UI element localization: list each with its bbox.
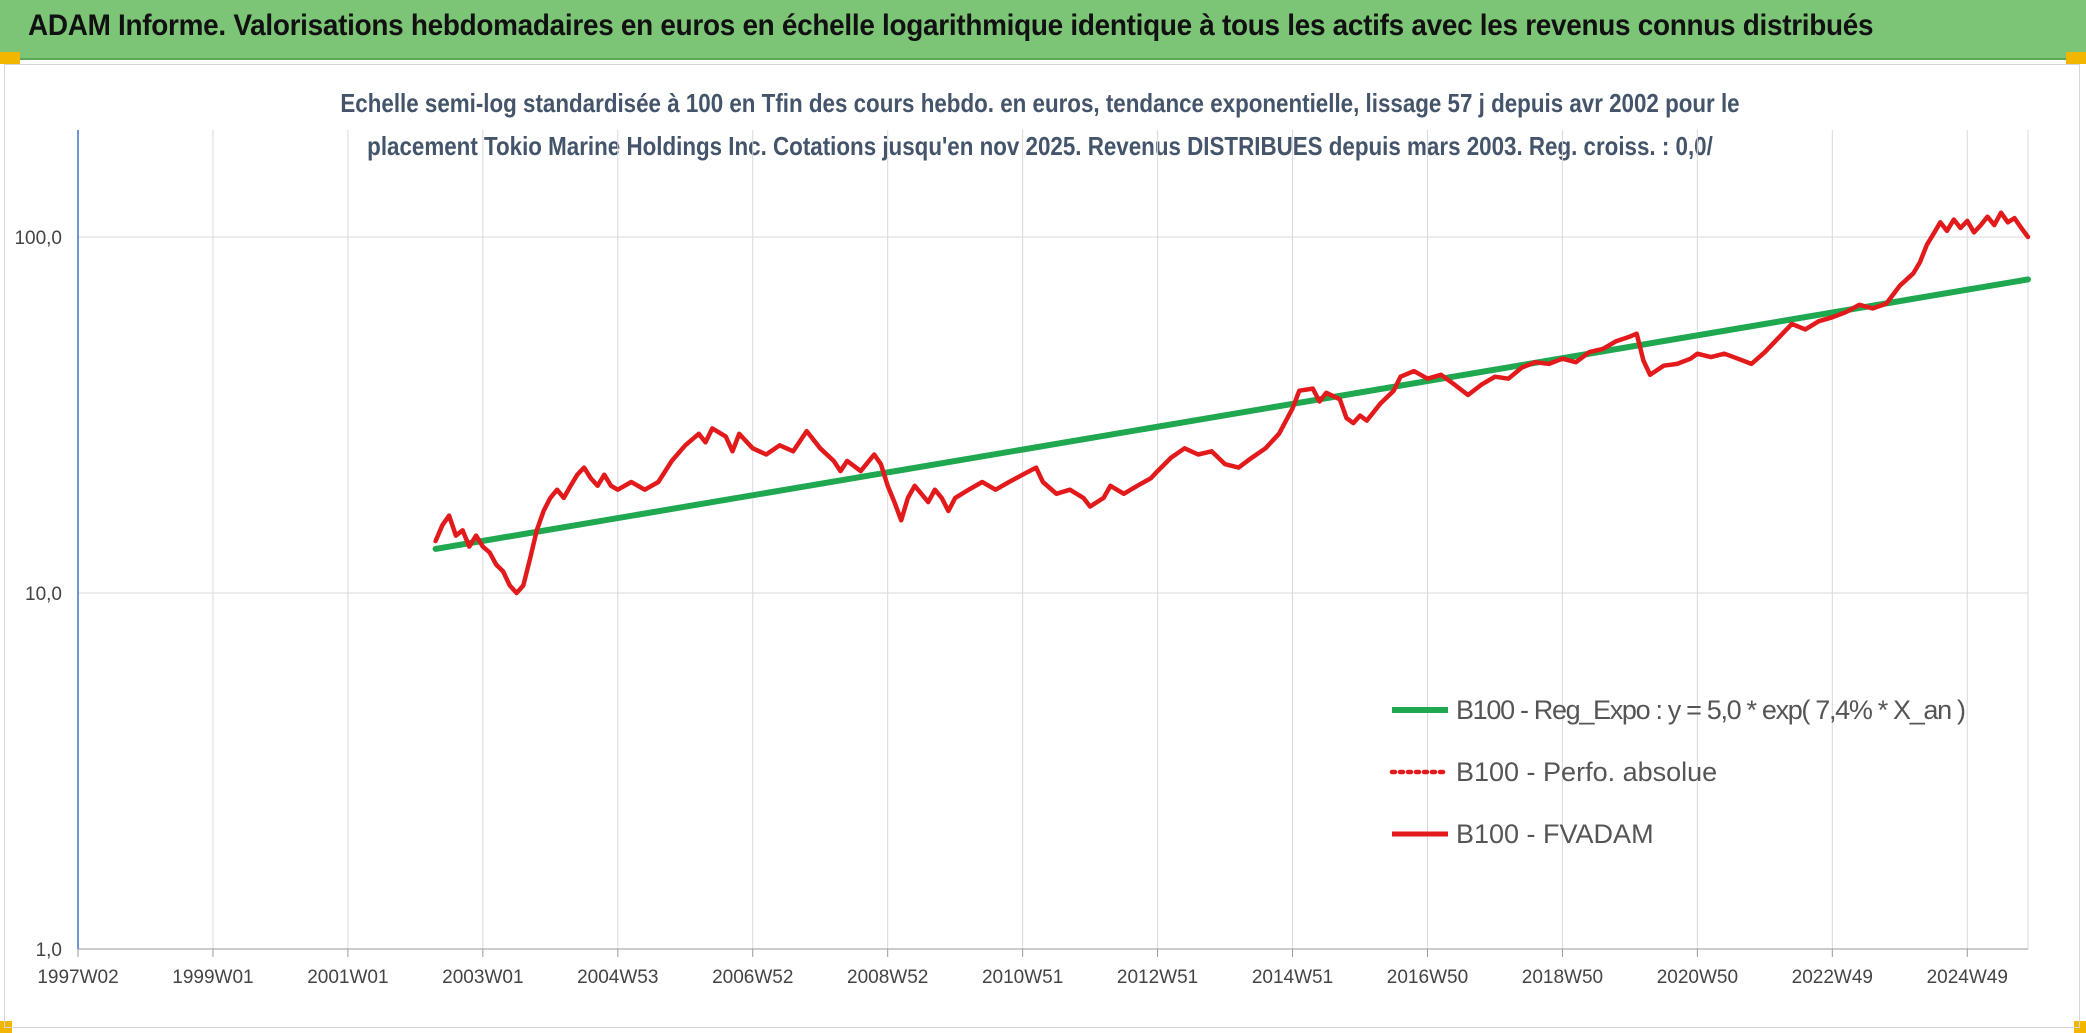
- chart-title-line-1: Echelle semi-log standardisée à 100 en T…: [340, 88, 1740, 118]
- corner-marker-bottom-right: [2074, 1021, 2086, 1033]
- x-tick-label: 2004W53: [577, 967, 658, 988]
- x-tick-label: 2018W50: [1522, 967, 1603, 988]
- chart-title-line-2: placement Tokio Marine Holdings Inc. Cot…: [367, 131, 1713, 161]
- x-tick-label: 2006W52: [712, 967, 793, 988]
- x-tick-label: 2008W52: [847, 967, 928, 988]
- legend-label-reg-expo: B100 - Reg_Expo : y = 5,0 * exp( 7,4% * …: [1456, 695, 1966, 725]
- corner-marker-top-left: [0, 52, 20, 64]
- x-tick-label: 2001W01: [307, 967, 388, 988]
- y-tick-label: 1,0: [36, 940, 62, 961]
- x-tick-label: 1999W01: [172, 967, 253, 988]
- x-tick-label: 1997W02: [37, 967, 118, 988]
- corner-marker-top-right: [2066, 52, 2086, 64]
- x-tick-label: 2024W49: [1927, 967, 2008, 988]
- y-tick-label: 10,0: [25, 584, 62, 605]
- x-tick-label: 2020W50: [1657, 967, 1738, 988]
- x-tick-label: 2003W01: [442, 967, 523, 988]
- x-tick-label: 2016W50: [1387, 967, 1468, 988]
- x-tick-label: 2012W51: [1117, 967, 1198, 988]
- legend-label-fvadam: B100 - FVADAM: [1456, 819, 1654, 849]
- series-line-fvadam: [433, 210, 2031, 596]
- report-banner: ADAM Informe. Valorisations hebdomadaire…: [0, 0, 2086, 60]
- x-tick-label: 2014W51: [1252, 967, 1333, 988]
- x-tick-label: 2022W49: [1792, 967, 1873, 988]
- legend-label-perfo-absolue: B100 - Perfo. absolue: [1456, 757, 1717, 787]
- series-line-reg-expo: [432, 276, 2031, 552]
- x-tick-label: 2010W51: [982, 967, 1063, 988]
- report-title: ADAM Informe. Valorisations hebdomadaire…: [28, 9, 1874, 42]
- y-tick-label: 100,0: [14, 228, 62, 249]
- chart-frame: [4, 64, 2080, 1028]
